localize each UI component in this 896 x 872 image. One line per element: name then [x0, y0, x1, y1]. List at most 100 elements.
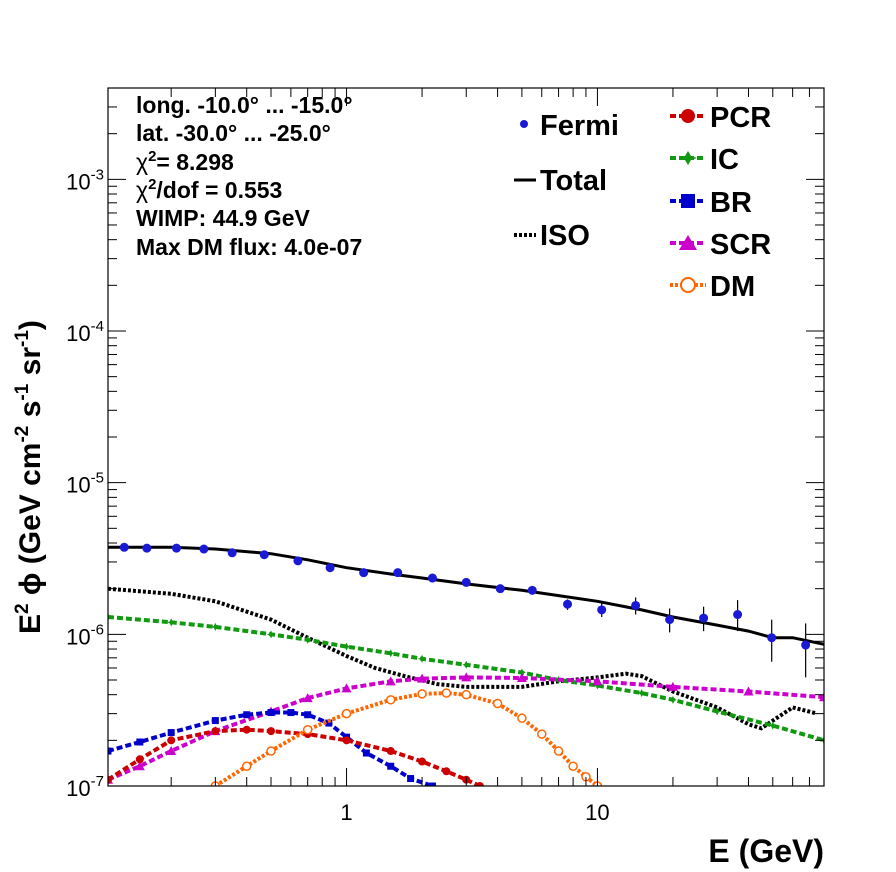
- series-dm-point: [461, 689, 471, 700]
- legend-scr-marker: [679, 235, 697, 250]
- fermi-point: [733, 610, 743, 620]
- fermi-point: [119, 542, 129, 552]
- series-br-point: [387, 762, 395, 770]
- series-pcr-point: [342, 736, 351, 745]
- fermi-point: [461, 577, 471, 587]
- series-total-line: [108, 545, 824, 646]
- series-ic-point: [267, 630, 276, 639]
- series-br-point: [136, 738, 144, 746]
- fermi-point: [142, 543, 152, 553]
- y-tick-label: 10-7: [66, 773, 104, 801]
- info-chi2: χ2= 8.298: [136, 148, 234, 175]
- y-axis-title: E2 ϕ (GeV cm-2 s-1 sr-1): [12, 320, 47, 634]
- y-tick-label: 10-5: [66, 470, 104, 498]
- series-scr-point: [461, 672, 472, 682]
- legend-br: BR: [670, 187, 752, 219]
- series-scr-point: [134, 761, 145, 771]
- legend-iso: ISO: [514, 220, 590, 252]
- series-ic-point: [303, 635, 312, 644]
- series-scr-point: [743, 686, 754, 696]
- series-br-point: [428, 782, 436, 786]
- legend-iso-label: ISO: [540, 220, 590, 252]
- series-ic-point: [386, 649, 395, 658]
- series-br-point: [108, 747, 112, 755]
- fermi-point: [259, 550, 269, 560]
- fermi-point: [359, 568, 369, 578]
- info-chi2-dof-value: /dof = 0.553: [156, 177, 282, 203]
- legend-scr-label: SCR: [710, 229, 771, 261]
- series-pcr-point: [386, 747, 395, 756]
- series-ic-point: [593, 681, 602, 690]
- series-dm-point: [385, 695, 396, 705]
- series-br-point: [287, 709, 295, 717]
- x-tick-label: 10: [585, 800, 609, 825]
- legend-pcr-label: PCR: [710, 102, 771, 134]
- series-pcr-point: [418, 757, 427, 766]
- legend-ic: IC: [670, 144, 739, 176]
- series-layer: [108, 545, 824, 786]
- series-pcr-point: [442, 767, 451, 776]
- fermi-point: [699, 613, 709, 623]
- series-dm-line: [214, 691, 599, 786]
- legend-pcr: PCR: [670, 102, 771, 134]
- legend-br-marker: [681, 194, 695, 208]
- fermi-point: [325, 563, 335, 573]
- fermi-point: [597, 605, 607, 615]
- info-wimp: WIMP: 44.9 GeV: [136, 205, 310, 231]
- series-dm-point: [537, 729, 547, 739]
- legend-dm: DM: [670, 271, 755, 303]
- series-dm-point: [417, 689, 427, 699]
- series-br-point: [243, 711, 251, 719]
- axes-layer: 1 10 10-7 10-6 10-5 10-4 10-3: [66, 87, 825, 825]
- series-ic-point: [462, 660, 471, 669]
- fermi-point: [227, 548, 237, 558]
- series-br-point: [211, 717, 219, 725]
- legend-dm-label: DM: [710, 271, 755, 303]
- series-scr-point: [166, 746, 177, 756]
- series-ic-point: [637, 689, 646, 698]
- series-pcr-point: [167, 736, 176, 745]
- fermi-point: [527, 585, 537, 595]
- series-iso-line: [108, 586, 818, 731]
- legend-dm-marker: [680, 277, 696, 293]
- y-tick-label: 10-6: [66, 621, 104, 649]
- series-dm-point: [492, 698, 503, 709]
- series-br-point: [362, 749, 370, 757]
- legend-pcr-marker: [681, 109, 695, 123]
- fermi-point: [801, 640, 811, 650]
- series-scr-point: [302, 693, 313, 703]
- series-scr-point: [592, 676, 603, 686]
- series-br-point: [304, 711, 312, 719]
- fermi-point: [495, 584, 505, 594]
- legend-fermi-marker: [520, 120, 528, 128]
- fermi-point: [199, 544, 209, 554]
- series-dm-point: [266, 746, 276, 756]
- series-pcr-point: [475, 782, 484, 786]
- y-tick-label: 10-3: [66, 166, 104, 194]
- series-dm-point: [341, 708, 352, 719]
- series-br-point: [267, 709, 275, 717]
- info-chi2-dof: χ2/dof = 0.553: [136, 176, 282, 203]
- y-tick-label: 10-4: [66, 318, 104, 346]
- fermi-point: [767, 633, 777, 643]
- legend-ic-label: IC: [710, 144, 739, 176]
- fermi-point: [665, 615, 675, 625]
- series-ic-point: [418, 654, 427, 663]
- fermi-point: [293, 556, 303, 566]
- series-scr-point: [516, 673, 527, 683]
- fermi-points-layer: [119, 542, 811, 678]
- info-latitude: lat. -30.0° ... -25.0°: [136, 120, 331, 146]
- series-dm-point: [553, 746, 564, 756]
- legend-ic-marker: [679, 151, 697, 165]
- fermi-point: [631, 600, 641, 610]
- info-max-dm-flux: Max DM flux: 4.0e-07: [136, 234, 362, 260]
- legend-br-label: BR: [710, 187, 752, 219]
- fermi-point: [171, 543, 181, 553]
- series-ic-point: [108, 613, 112, 622]
- series-pcr-point: [108, 775, 112, 784]
- series-ic-point: [668, 695, 677, 704]
- series-dm-point: [241, 761, 252, 771]
- fermi-point: [393, 568, 403, 578]
